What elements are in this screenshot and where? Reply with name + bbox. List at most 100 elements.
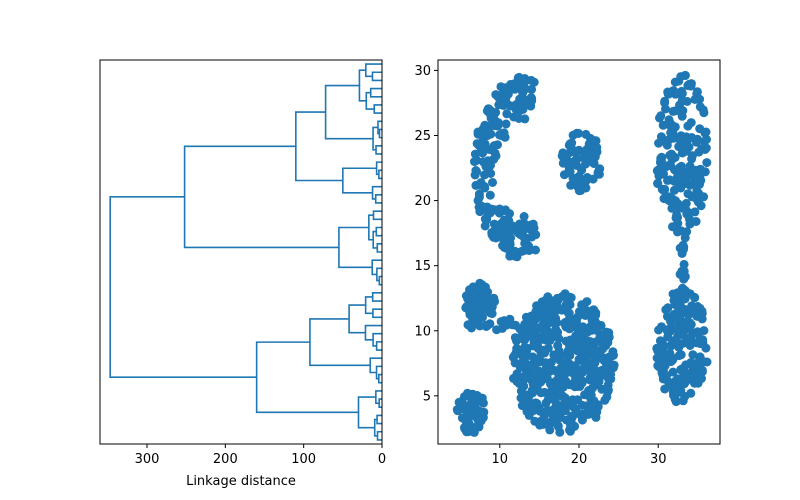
scatter-point [686,319,696,329]
scatter-point [585,322,595,332]
scatter-point [554,346,564,356]
scatter-point [662,371,672,380]
scatter-point [581,129,591,139]
dendrogram-x-tick-label: 100 [291,452,316,467]
scatter-point [556,413,565,422]
dendrogram-axes-frame [99,59,383,445]
scatter-point [701,343,711,353]
scatter-point [469,306,479,315]
scatter-point [676,350,686,360]
scatter-point [658,344,668,354]
scatter-point [674,342,684,352]
scatter-point [574,186,584,196]
scatter-point [653,178,663,188]
scatter-point [519,381,529,391]
scatter-point [653,361,663,371]
scatter-point [537,301,547,311]
scatter-point [514,114,524,123]
scatter-point [524,361,534,371]
scatter-point [687,154,697,164]
scatter-point [511,102,521,112]
scatter-point [499,100,508,110]
scatter-point [513,78,523,88]
scatter-point [678,324,688,334]
scatter-point [680,272,690,282]
scatter-point [533,354,543,364]
scatter-point [470,157,479,167]
scatter-point [679,244,688,254]
scatter-point [676,72,686,82]
scatter-point [609,360,619,370]
scatter-point [666,357,676,367]
scatter-point [524,401,534,411]
scatter-point [554,334,564,344]
dendrogram-link [338,226,373,269]
scatter-point [676,365,686,374]
scatter-point [592,143,602,153]
scatter-point [485,190,495,200]
scatter-point [555,370,565,380]
scatter-point [478,398,488,408]
scatter-point [526,314,536,324]
scatter-point [483,320,493,330]
scatter-point [501,243,511,253]
scatter-point [687,369,697,379]
scatter-point [565,426,575,436]
scatter-point [482,214,492,224]
scatter-point [676,161,686,171]
scatter-point [553,293,562,303]
scatter-point [681,146,691,156]
scatter-point [601,359,611,369]
scatter-point [692,87,702,97]
scatter-point [502,109,512,119]
scatter-point [600,335,609,345]
scatter-point [482,202,492,212]
scatter-point [499,128,509,138]
scatter-point [589,159,599,168]
scatter-x-ticks: 10 20 30 [492,444,666,467]
scatter-point [676,203,686,213]
scatter-point [666,161,676,171]
scatter-point [510,246,520,256]
scatter-point [521,333,531,343]
scatter-x-tick-label: 20 [571,452,588,467]
scatter-point [580,307,590,317]
scatter-point [583,408,593,417]
scatter-point [471,298,481,308]
dendrogram-link [374,194,382,204]
dendrogram-links [109,63,382,441]
scatter-point [685,341,695,350]
scatter-point [676,107,686,117]
scatter-point [467,397,477,407]
scatter-point [524,392,534,402]
scatter-point [591,310,601,320]
scatter-y-tick-label: 5 [423,389,431,404]
scatter-point [682,209,692,219]
scatter-point [536,388,546,398]
scatter-point [475,207,485,217]
scatter-point [680,294,690,304]
scatter-point [512,344,522,353]
scatter-point [593,168,603,178]
scatter-point [702,357,712,367]
scatter-point [670,176,680,186]
scatter-point [700,167,710,177]
scatter-point [568,173,578,183]
scatter-point [682,96,692,106]
scatter-point [501,320,511,330]
scatter-point [548,308,558,318]
scatter-point [595,353,605,363]
scatter-point [656,111,666,121]
scatter-point [602,392,612,402]
scatter-point [472,422,482,431]
scatter-point [678,396,688,406]
scatter-point [680,233,690,243]
scatter-point [674,314,683,324]
scatter-point [485,145,495,155]
scatter-point [548,407,558,417]
scatter-point [539,345,549,355]
dendrogram-link [364,324,382,341]
scatter-point [478,124,488,134]
scatter-point [662,326,672,336]
scatter-point [673,374,683,384]
